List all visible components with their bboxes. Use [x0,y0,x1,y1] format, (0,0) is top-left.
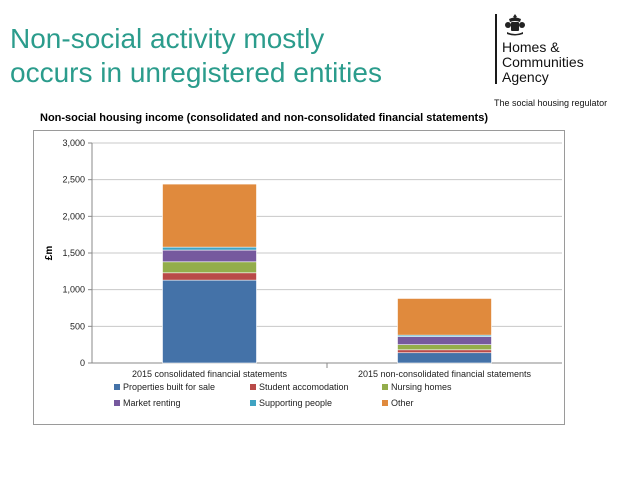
logo-text: Homes & Communities Agency [502,40,584,85]
logo-divider [495,14,497,84]
bar-segment [162,279,257,364]
logo-text-line-2: Communities [502,54,584,70]
slide-title-line-1: Non-social activity mostly [10,23,325,54]
bar-segment [162,183,257,248]
agency-logo: Homes & Communities Agency [490,12,630,92]
bar-segment [397,298,492,336]
bar-segment [162,246,257,251]
legend-swatch [382,400,388,406]
y-tick-label: 1,000 [62,285,85,295]
legend-label: Student accomodation [259,382,349,392]
legend-swatch [114,400,120,406]
x-tick-label: 2015 consolidated financial statements [132,369,288,379]
legend-swatch [114,384,120,390]
y-tick-label: 2,000 [62,211,85,221]
slide-title-line-2: occurs in unregistered entities [10,57,382,88]
legend-swatch [250,384,256,390]
bar-segment [397,344,492,351]
y-tick-label: 1,500 [62,248,85,258]
y-tick-label: 2,500 [62,175,85,185]
logo-text-line-3: Agency [502,69,549,85]
slide-title: Non-social activity mostly occurs in unr… [10,22,480,90]
y-tick-label: 0 [80,358,85,368]
logo-text-line-1: Homes & [502,39,560,55]
legend-label: Nursing homes [391,382,452,392]
bar-segment [397,336,492,345]
bar-segment [162,249,257,263]
y-axis-label: £m [44,246,55,261]
bar-segment [162,261,257,274]
chart-title: Non-social housing income (consolidated … [40,112,488,124]
y-tick-label: 500 [70,321,85,331]
legend-label: Market renting [123,398,181,408]
legend-label: Other [391,398,414,408]
legend-swatch [382,384,388,390]
royal-crest-icon [505,14,525,36]
legend-label: Supporting people [259,398,332,408]
bar-segment [397,349,492,354]
stacked-bar-chart: 0 500 1,000 1,500 2,000 2,500 3,000 £m 2015 cons… [44,138,562,408]
bar-segment [162,272,257,281]
bar-segment [397,352,492,364]
legend-swatch [250,400,256,406]
logo-tagline: The social housing regulator [494,98,608,108]
x-tick-label: 2015 non-consolidated financial statemen… [358,369,532,379]
legend-label: Properties built for sale [123,382,215,392]
chart-frame: 0 500 1,000 1,500 2,000 2,500 3,000 £m 2015 cons… [33,130,565,425]
y-tick-label: 3,000 [62,138,85,148]
